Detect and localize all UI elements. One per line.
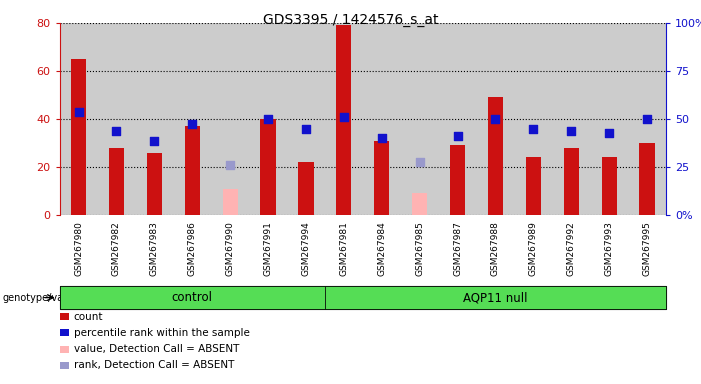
Bar — [526, 157, 541, 215]
Text: AQP11 null: AQP11 null — [463, 291, 528, 304]
Text: percentile rank within the sample: percentile rank within the sample — [74, 328, 250, 338]
Point — [149, 137, 160, 144]
Point — [528, 126, 539, 132]
Bar — [325, 23, 363, 215]
Text: GDS3395 / 1424576_s_at: GDS3395 / 1424576_s_at — [263, 13, 438, 27]
Point — [604, 131, 615, 137]
Point — [111, 128, 122, 134]
Point — [186, 121, 198, 127]
Bar — [184, 126, 200, 215]
Point — [300, 126, 311, 132]
Bar — [412, 194, 427, 215]
Text: count: count — [74, 312, 103, 322]
Point — [641, 116, 653, 122]
Bar — [401, 23, 439, 215]
Bar — [628, 23, 666, 215]
Bar — [173, 23, 211, 215]
Bar — [261, 119, 275, 215]
Point — [224, 162, 236, 168]
Bar — [109, 148, 124, 215]
Point — [566, 128, 577, 134]
Bar — [515, 23, 552, 215]
Text: value, Detection Call = ABSENT: value, Detection Call = ABSENT — [74, 344, 239, 354]
Point — [490, 116, 501, 122]
Bar — [439, 23, 477, 215]
Text: control: control — [172, 291, 212, 304]
Bar — [147, 152, 162, 215]
Bar — [477, 23, 515, 215]
Text: genotype/variation: genotype/variation — [2, 293, 95, 303]
Bar — [299, 162, 313, 215]
Bar — [639, 143, 655, 215]
Point — [262, 116, 273, 122]
Bar — [374, 141, 389, 215]
Bar — [249, 23, 287, 215]
Bar — [564, 148, 579, 215]
Bar — [363, 23, 401, 215]
Bar — [590, 23, 628, 215]
Bar — [488, 98, 503, 215]
Bar — [601, 157, 617, 215]
Bar — [287, 23, 325, 215]
Bar — [211, 23, 249, 215]
Bar — [71, 59, 86, 215]
Bar — [552, 23, 590, 215]
Point — [73, 109, 84, 115]
Bar — [336, 25, 351, 215]
Point — [338, 114, 349, 120]
Text: rank, Detection Call = ABSENT: rank, Detection Call = ABSENT — [74, 360, 234, 370]
Bar — [60, 23, 97, 215]
Bar — [222, 189, 238, 215]
Bar — [97, 23, 135, 215]
Point — [376, 135, 388, 141]
Bar — [450, 146, 465, 215]
Point — [452, 133, 463, 139]
Bar — [135, 23, 173, 215]
Point — [414, 159, 426, 166]
